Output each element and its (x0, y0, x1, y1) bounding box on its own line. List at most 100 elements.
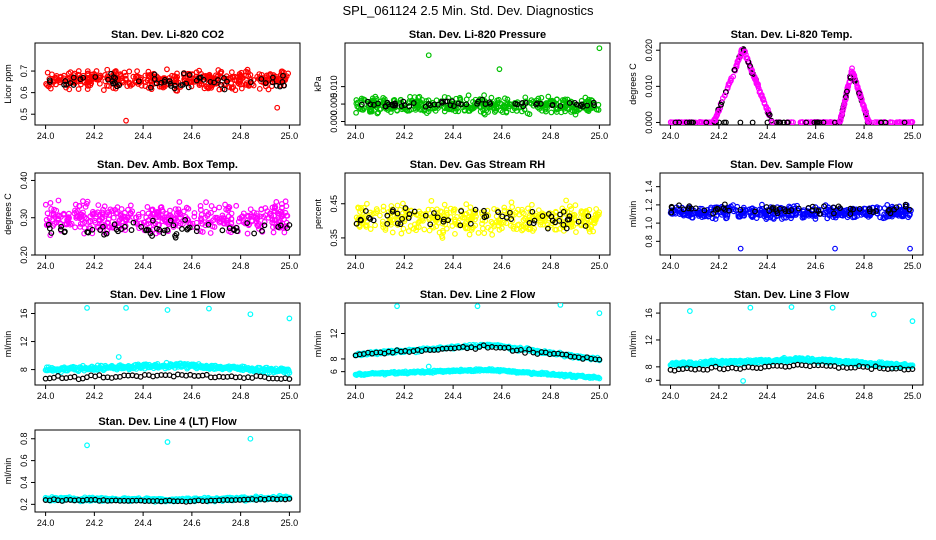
data-point (545, 93, 552, 100)
highlight-point (281, 82, 287, 89)
highlight-point (186, 71, 193, 78)
data-point (76, 215, 83, 221)
data-point (535, 207, 542, 214)
highlight-point (358, 101, 365, 108)
highlight-point (128, 227, 135, 233)
data-point (415, 212, 422, 219)
highlight-point (710, 210, 717, 217)
figure-title: SPL_061124 2.5 Min. Std. Dev. Diagnostic… (343, 3, 594, 18)
highlight-point (138, 223, 145, 230)
highlight-point (830, 204, 837, 211)
highlight-point (258, 76, 265, 82)
data-point (397, 206, 404, 213)
highlight-point (856, 205, 863, 212)
data-point (51, 221, 58, 227)
data-point (232, 73, 238, 80)
data-point (99, 221, 105, 228)
data-point (281, 223, 287, 230)
data-point (380, 207, 387, 214)
x-tick-label: 24.6 (493, 391, 511, 401)
data-point (129, 208, 136, 215)
data-point (895, 212, 902, 219)
data-point (216, 204, 223, 211)
highlight-point (563, 225, 570, 232)
outlier-point (740, 378, 747, 384)
highlight-point (795, 205, 802, 212)
x-tick-label: 25.0 (281, 261, 299, 271)
highlight-point (384, 212, 391, 219)
data-point (389, 229, 396, 236)
data-point (42, 201, 49, 208)
data-points (667, 304, 916, 384)
highlight-point (57, 226, 64, 233)
data-point (568, 206, 575, 212)
data-point (281, 229, 288, 236)
x-tick-label: 24.4 (134, 131, 152, 141)
highlight-point (247, 79, 254, 86)
x-tick-label: 24.8 (855, 131, 873, 141)
highlight-point (531, 217, 538, 224)
highlight-point (431, 210, 437, 216)
baseline-highlight-point (820, 119, 827, 125)
highlight-point (233, 224, 240, 231)
outlier-point (870, 311, 877, 318)
highlight-point (577, 102, 584, 109)
data-point (373, 210, 379, 216)
data-point (95, 202, 102, 209)
highlight-point (533, 101, 540, 108)
data-point (196, 82, 203, 88)
x-tick-label: 24.2 (396, 131, 414, 141)
panel-boxtemp: Stan. Dev. Amb. Box Temp.degrees C24.0 24… (3, 159, 301, 271)
peak-point (749, 67, 756, 74)
data-point (236, 215, 243, 222)
y-tick-label: 12 (644, 335, 654, 345)
highlight-point (873, 208, 879, 214)
data-point (372, 222, 378, 229)
trend-point (526, 346, 533, 353)
data-point (840, 210, 846, 217)
x-tick-label: 24.0 (37, 518, 55, 528)
data-point (402, 208, 409, 215)
data-point (364, 200, 370, 207)
trend-point (389, 349, 396, 356)
data-point (273, 199, 280, 205)
data-point (573, 229, 579, 235)
panel-title: Stan. Dev. Li-820 Pressure (409, 29, 546, 41)
highlight-point (487, 100, 494, 107)
highlight-point (557, 103, 564, 109)
x-tick-label: 24.6 (183, 261, 201, 271)
data-point (526, 111, 533, 118)
data-point (46, 215, 53, 222)
highlight-point (147, 230, 154, 237)
data-point (488, 218, 495, 225)
peak-point (865, 118, 872, 124)
y-tick-label: 0.8 (644, 235, 654, 248)
data-point (216, 86, 223, 93)
y-tick-label: 8 (644, 364, 654, 369)
data-point (836, 210, 843, 217)
outlier-point (747, 304, 754, 311)
highlight-point (835, 203, 842, 210)
data-point (255, 223, 261, 230)
peak-point (725, 81, 732, 87)
data-point (500, 219, 507, 226)
highlight-point (434, 214, 441, 221)
plot-frame (659, 172, 924, 256)
data-point (363, 223, 370, 230)
highlight-point (147, 84, 154, 91)
data-point (491, 221, 498, 228)
peak-point (849, 65, 855, 72)
highlight-point (205, 221, 212, 228)
y-tick-label: 0.5 (19, 108, 29, 121)
x-tick-label: 25.0 (591, 131, 609, 141)
data-point (256, 85, 263, 92)
outlier-point (164, 307, 171, 313)
x-tick-label: 24.2 (710, 131, 728, 141)
highlight-point (221, 75, 227, 81)
data-point (863, 212, 870, 219)
data-point (503, 220, 510, 227)
highlight-point (362, 208, 369, 214)
data-point (504, 96, 511, 103)
data-points (42, 435, 293, 505)
